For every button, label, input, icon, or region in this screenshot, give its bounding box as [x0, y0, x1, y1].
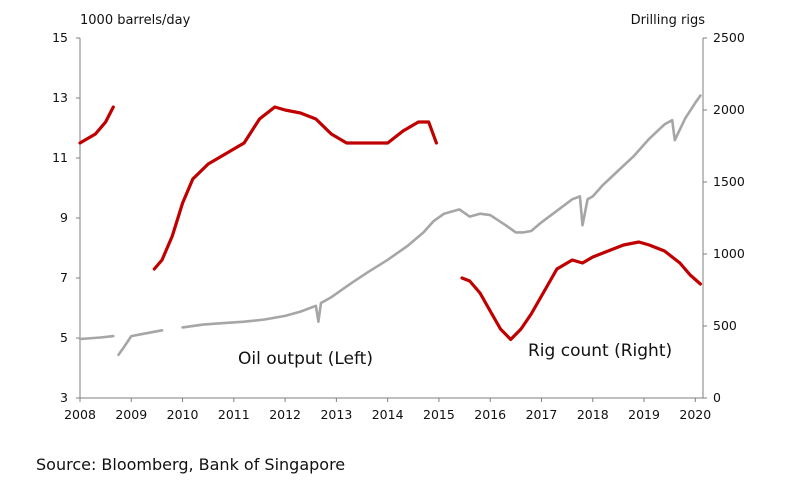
right-tick-label: 1000 — [713, 246, 745, 261]
axes-layer: 3 5 7 9 11 13 15 0 500 1000 1500 2000 2500 2008 2009 20… — [52, 30, 745, 422]
left-tick-label: 15 — [52, 30, 68, 45]
right-tick-label: 1500 — [713, 174, 745, 189]
x-tick-label: 2014 — [372, 407, 404, 422]
oil-output-annotation: Oil output (Left) — [238, 349, 373, 369]
x-tick-label: 2019 — [628, 407, 660, 422]
source-note: Source: Bloomberg, Bank of Singapore — [36, 455, 346, 474]
left-tick-label: 13 — [52, 90, 68, 105]
x-tick-label: 2010 — [167, 407, 199, 422]
rig-count-series — [78, 94, 702, 370]
left-tick-label: 9 — [60, 210, 68, 225]
x-tick-label: 2008 — [64, 407, 96, 422]
right-tick-label: 0 — [713, 390, 721, 405]
x-tick-label: 2012 — [269, 407, 301, 422]
x-tick-label: 2017 — [526, 407, 558, 422]
x-tick-label: 2013 — [320, 407, 352, 422]
x-tick-label: 2020 — [679, 407, 711, 422]
x-tick-label: 2011 — [218, 407, 250, 422]
right-tick-label: 2500 — [713, 30, 745, 45]
series-layer — [78, 94, 702, 370]
left-tick-label: 7 — [60, 270, 68, 285]
x-tick-label: 2018 — [577, 407, 609, 422]
left-axis-unit: 1000 barrels/day — [80, 13, 191, 28]
right-axis-unit: Drilling rigs — [631, 13, 706, 28]
right-tick-label: 2000 — [713, 102, 745, 117]
right-tick-label: 500 — [713, 318, 737, 333]
left-tick-label: 3 — [60, 390, 68, 405]
left-tick-label: 11 — [52, 150, 68, 165]
rig-count-line — [78, 94, 702, 357]
oil-output-line — [78, 105, 702, 342]
x-tick-label: 2016 — [474, 407, 506, 422]
rig-count-annotation: Rig count (Right) — [528, 341, 672, 361]
left-tick-label: 5 — [60, 330, 68, 345]
oil-output-series — [78, 105, 702, 342]
x-tick-label: 2015 — [423, 407, 455, 422]
x-tick-label: 2009 — [115, 407, 147, 422]
